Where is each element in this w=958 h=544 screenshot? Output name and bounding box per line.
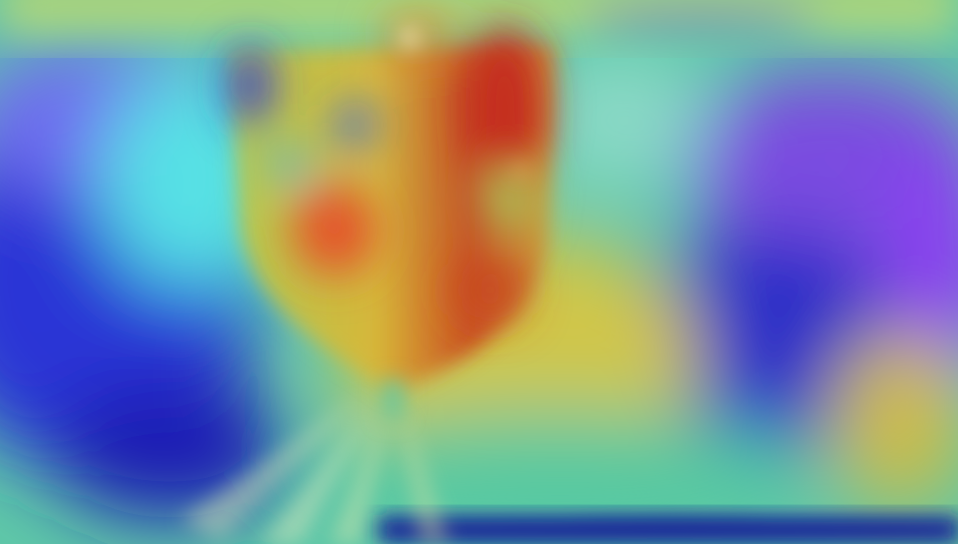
glass-stem: [382, 380, 404, 420]
top-band: [0, 0, 958, 40]
hotspot-lower-right-red: [455, 260, 525, 320]
heat-region-upper-right-cyan: [530, 50, 710, 190]
hotspot-right-red: [465, 25, 545, 195]
heat-region-lower-green: [310, 410, 810, 530]
bottom-band-bar: [380, 515, 958, 544]
hotspot-top-orange: [380, 17, 460, 53]
motion-streak: [330, 395, 390, 544]
hotspot-rim-blue: [230, 45, 270, 125]
bowl-highlight: [515, 165, 525, 175]
glass-hotspots: [230, 17, 545, 320]
hotspot-bowl-cyan: [268, 149, 312, 181]
hotspot-bowl-blue: [337, 105, 373, 145]
top-band-blue-streak: [580, 8, 820, 28]
hotspot-center-red: [293, 185, 377, 275]
motion-streak: [180, 390, 370, 540]
hotspot-bowl-green: [485, 170, 535, 230]
motion-streak: [400, 400, 450, 544]
rim-highlight: [402, 28, 418, 48]
motion-streaks: [180, 390, 450, 544]
wine-glass-icon: [230, 17, 555, 420]
glass-highlights: [382, 28, 525, 420]
heat-region-lower-right-yellow: [830, 330, 958, 510]
heat-region-left-bottom-blue: [50, 380, 290, 520]
motion-streak: [260, 395, 380, 544]
bottom-band: [370, 514, 958, 544]
